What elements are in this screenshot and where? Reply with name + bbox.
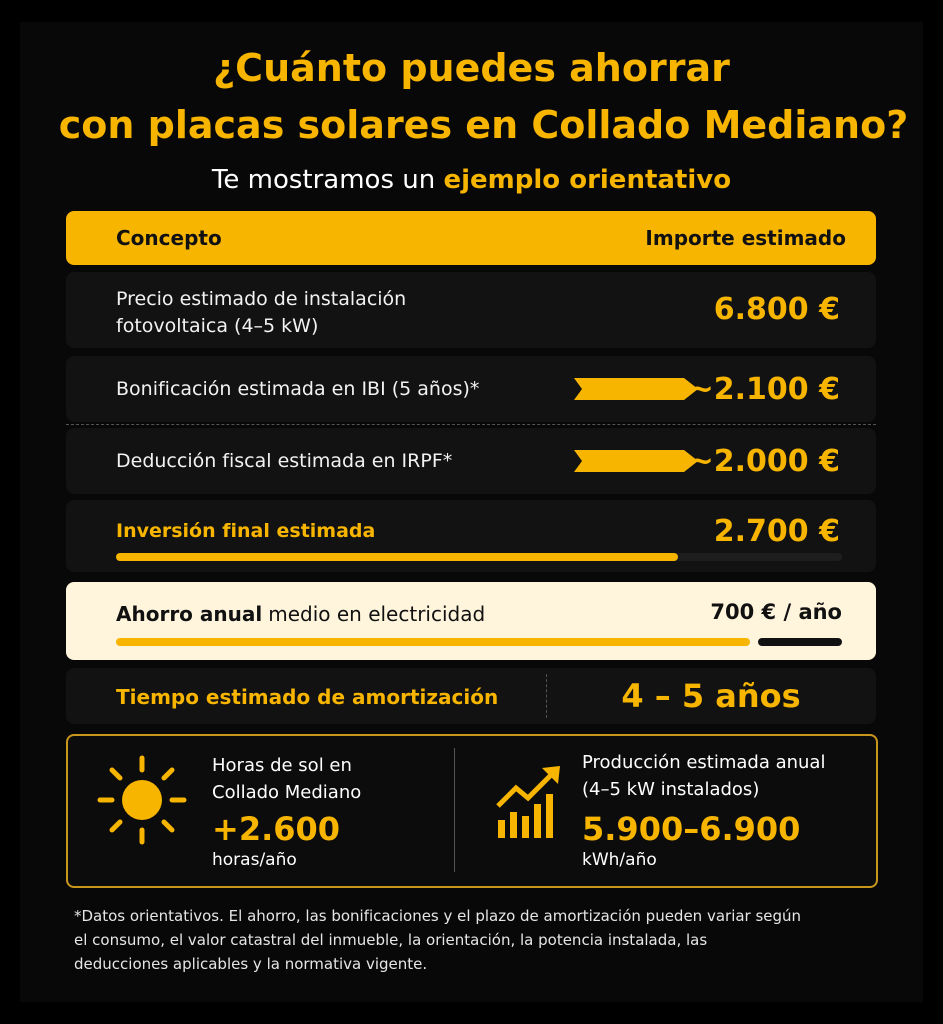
row-value: 2.700 € — [713, 514, 840, 549]
payback-value: 4 – 5 años — [621, 677, 801, 715]
subtitle-highlight: ejemplo orientativo — [443, 165, 732, 195]
stat-unit: horas/año — [212, 850, 297, 870]
savings-label-bold: Ahorro anual — [116, 602, 263, 626]
table-row: Inversión final estimada 2.700 € — [66, 500, 876, 572]
bar — [116, 638, 750, 646]
sun-icon — [97, 755, 187, 845]
stat-value: +2.600 — [212, 810, 341, 848]
savings-label: Ahorro anual medio en electricidad — [116, 602, 485, 626]
payback-row: Tiempo estimado de amortización 4 – 5 añ… — [66, 668, 876, 724]
arrow — [574, 450, 698, 472]
title: ¿Cuánto puedes ahorrar — [213, 46, 730, 90]
bar — [116, 553, 678, 561]
title: con placas solares en Collado Mediano? — [58, 103, 909, 147]
subtitle: Te mostramos un ejemplo orientativo — [0, 165, 943, 195]
row-value: ~2.100 € — [688, 372, 840, 407]
table-row: Precio estimado de instalación fotovolta… — [66, 272, 876, 348]
bar — [758, 638, 842, 646]
row-label: Deducción fiscal estimada en IRPF* — [116, 450, 453, 472]
stat-label: Producción estimada anual — [582, 752, 826, 773]
row-value: 6.800 € — [713, 292, 840, 327]
stat-sublabel: (4–5 kW instalados) — [582, 779, 760, 800]
stat-label: Horas de sol en Collado Mediano — [212, 755, 362, 803]
column-header: Importe estimado — [645, 226, 846, 250]
row-label: Inversión final estimada — [116, 520, 376, 542]
subtitle-text: Te mostramos un — [211, 165, 436, 195]
stat-unit: kWh/año — [582, 850, 657, 870]
separator — [546, 674, 547, 718]
chart-icon — [496, 766, 560, 838]
savings-label-text: medio en electricidad — [268, 602, 486, 626]
column-header: Concepto — [116, 226, 222, 250]
stat-value: 5.900–6.900 — [582, 810, 801, 848]
table-row: Bonificación estimada en IBI (5 años)* ~… — [66, 356, 876, 422]
separator — [66, 424, 876, 425]
row-label: Precio estimado de instalación fotovolta… — [116, 288, 407, 337]
stats-box: Horas de sol en Collado Mediano +2.600 h… — [66, 734, 878, 888]
footnote: *Datos orientativos. El ahorro, las boni… — [74, 907, 802, 973]
savings-value: 700 € / año — [710, 600, 842, 624]
table-row: Deducción fiscal estimada en IRPF* ~2.00… — [66, 428, 876, 494]
separator — [454, 748, 455, 872]
table-header: Concepto Importe estimado — [66, 211, 876, 265]
arrow — [574, 378, 698, 400]
row-label: Bonificación estimada en IBI (5 años)* — [116, 378, 480, 400]
payback-label: Tiempo estimado de amortización — [116, 685, 499, 709]
savings-box: Ahorro anual medio en electricidad 700 € … — [66, 582, 876, 660]
row-value: ~2.000 € — [688, 444, 840, 479]
